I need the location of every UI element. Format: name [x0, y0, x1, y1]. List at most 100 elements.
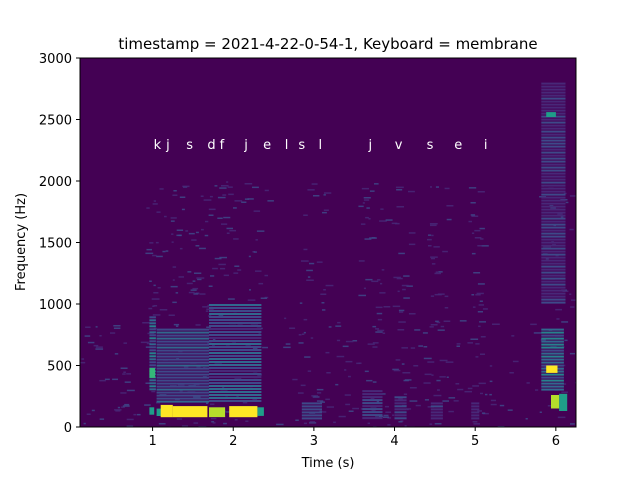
- noise-mark: [211, 417, 217, 420]
- noise-mark: [362, 202, 365, 204]
- noise-mark: [95, 326, 98, 328]
- noise-mark: [471, 294, 475, 296]
- noise-mark: [470, 202, 476, 204]
- noise-mark: [436, 379, 441, 382]
- noise-mark: [152, 305, 155, 307]
- noise-mark: [208, 208, 216, 211]
- energy-band: [541, 205, 566, 208]
- energy-band: [541, 247, 566, 250]
- noise-mark: [439, 376, 446, 378]
- noise-mark: [122, 373, 126, 375]
- noise-mark: [375, 328, 379, 330]
- noise-mark: [83, 422, 86, 425]
- noise-mark: [233, 207, 237, 209]
- noise-mark: [247, 299, 256, 301]
- energy-band: [541, 148, 566, 151]
- noise-mark: [146, 342, 151, 345]
- energy-band: [541, 343, 564, 346]
- energy-band: [541, 85, 566, 88]
- noise-mark: [375, 306, 383, 309]
- noise-mark: [234, 265, 240, 267]
- noise-mark: [372, 381, 377, 383]
- noise-mark: [316, 400, 324, 402]
- noise-mark: [475, 294, 481, 296]
- energy-band: [209, 334, 262, 336]
- noise-mark: [212, 267, 218, 270]
- noise-mark: [562, 364, 566, 367]
- energy-band: [541, 334, 564, 337]
- noise-mark: [172, 266, 177, 268]
- noise-mark: [170, 217, 177, 219]
- energy-band: [541, 388, 564, 391]
- noise-mark: [406, 408, 409, 411]
- noise-mark: [547, 405, 552, 407]
- noise-mark: [177, 384, 185, 386]
- noise-mark: [467, 342, 473, 344]
- noise-mark: [477, 410, 482, 412]
- noise-mark: [398, 398, 403, 400]
- noise-mark: [453, 400, 459, 402]
- noise-mark: [170, 220, 175, 222]
- noise-mark: [427, 238, 432, 241]
- noise-mark: [176, 418, 183, 420]
- energy-band: [156, 328, 209, 331]
- noise-mark: [193, 422, 199, 424]
- noise-mark: [398, 309, 405, 312]
- energy-band: [541, 298, 566, 301]
- energy-band: [541, 169, 566, 172]
- energy-band: [471, 408, 480, 411]
- noise-mark: [297, 392, 304, 394]
- noise-mark: [91, 409, 95, 412]
- energy-region: [257, 407, 264, 416]
- noise-mark: [159, 309, 168, 311]
- noise-mark: [221, 185, 229, 187]
- energy-band: [362, 399, 383, 402]
- noise-mark: [372, 410, 376, 412]
- noise-mark: [442, 250, 448, 253]
- noise-mark: [539, 411, 542, 413]
- noise-mark: [321, 302, 325, 304]
- energy-band: [541, 196, 566, 199]
- noise-mark: [430, 256, 438, 258]
- noise-mark: [120, 367, 128, 369]
- key-label: j: [367, 138, 372, 153]
- noise-mark: [228, 193, 234, 196]
- noise-mark: [124, 381, 131, 383]
- noise-mark: [187, 271, 192, 273]
- noise-mark: [379, 415, 383, 418]
- energy-band: [156, 358, 209, 361]
- noise-mark: [556, 318, 560, 320]
- noise-mark: [530, 323, 537, 326]
- noise-mark: [178, 276, 184, 278]
- noise-mark: [165, 250, 169, 252]
- noise-mark: [423, 346, 428, 348]
- noise-mark: [292, 378, 298, 381]
- energy-band: [362, 402, 383, 405]
- energy-band: [471, 414, 480, 417]
- noise-mark: [376, 312, 383, 315]
- energy-band: [209, 355, 262, 357]
- energy-band: [541, 172, 566, 175]
- energy-band: [156, 334, 209, 337]
- noise-mark: [248, 255, 251, 258]
- energy-band: [541, 289, 566, 292]
- energy-band: [209, 391, 262, 393]
- noise-mark: [153, 305, 158, 307]
- noise-mark: [99, 379, 106, 382]
- noise-mark: [360, 223, 366, 225]
- energy-band: [149, 334, 156, 337]
- noise-mark: [365, 278, 373, 281]
- noise-mark: [404, 425, 407, 427]
- noise-mark: [474, 237, 482, 239]
- noise-mark: [352, 340, 358, 342]
- chart-title: timestamp = 2021-4-22-0-54-1, Keyboard =…: [118, 35, 537, 53]
- noise-mark: [104, 378, 110, 381]
- noise-mark: [448, 397, 456, 399]
- noise-mark: [313, 195, 320, 197]
- noise-mark: [219, 256, 227, 259]
- energy-band: [541, 202, 566, 205]
- noise-mark: [564, 339, 568, 342]
- noise-mark: [209, 195, 213, 198]
- noise-mark: [264, 274, 268, 277]
- noise-mark: [391, 222, 398, 225]
